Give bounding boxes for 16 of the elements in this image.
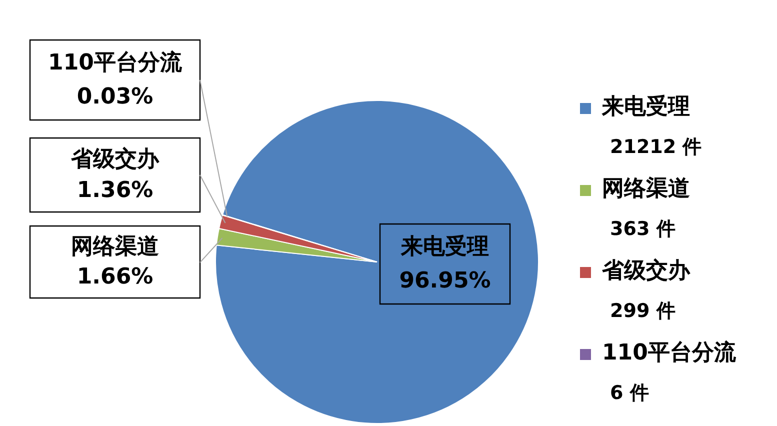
legend-label: 省级交办 — [601, 258, 691, 284]
text: 299 件 — [610, 300, 676, 322]
legend-label: 110平台分流 — [602, 340, 737, 366]
text: 363 件 — [610, 218, 676, 240]
legend-label: 来电受理 — [601, 94, 690, 120]
slice-label: 省级交办 — [70, 146, 160, 172]
data-label: 0.03% — [76, 84, 154, 110]
data-label: 1.66% — [76, 264, 154, 290]
text: 6 件 — [610, 382, 649, 404]
slice-label: 网络渠道 — [71, 234, 159, 260]
data-label: 96.95% — [399, 268, 491, 294]
slice-label: 来电受理 — [400, 234, 489, 260]
data-label: 1.36% — [76, 178, 154, 203]
slice-label: 110平台分流 — [48, 50, 183, 76]
text: 21212 件 — [610, 136, 702, 158]
legend-label: 网络渠道 — [602, 176, 690, 202]
